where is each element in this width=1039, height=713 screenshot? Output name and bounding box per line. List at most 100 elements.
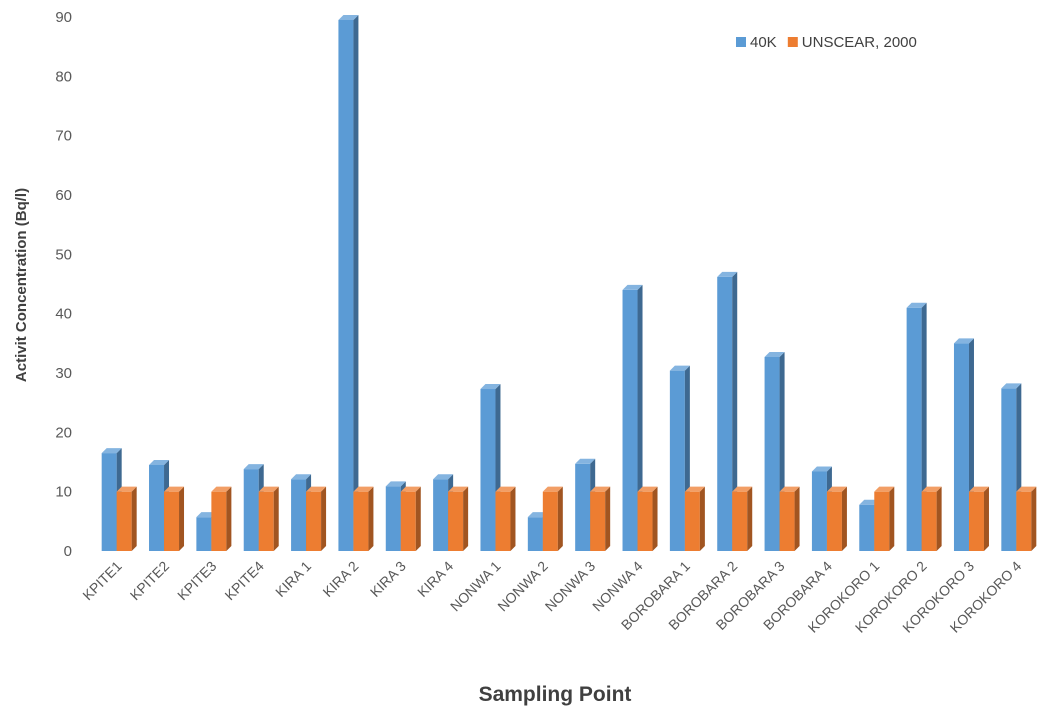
bar-unscear-top: [637, 486, 658, 492]
bar-40k-front: [622, 289, 638, 551]
bar-40k: [622, 284, 643, 551]
bar-unscear-side: [226, 486, 232, 551]
bar-40k-front: [101, 453, 117, 551]
bar-unscear-side: [699, 486, 705, 551]
bar-unscear-top: [211, 486, 232, 492]
bar-40k-front: [480, 389, 496, 551]
bar-unscear-front: [637, 491, 653, 551]
bar-unscear-front: [921, 491, 937, 551]
bar-40k-front: [291, 479, 307, 551]
bar-40k-top: [1001, 383, 1022, 389]
bar-unscear-front: [590, 491, 606, 551]
bar-unscear: [921, 486, 942, 551]
y-axis-ticks: 0 10 20 30 40 50 60 70 80 90: [55, 9, 72, 560]
bar-unscear: [732, 486, 753, 551]
bar-40k-front: [811, 471, 827, 551]
bar-40k-top: [149, 459, 170, 465]
bar-unscear-front: [968, 491, 984, 551]
bar-unscear-side: [131, 486, 137, 551]
bar-unscear-side: [747, 486, 753, 551]
bar-40k-front: [953, 343, 969, 551]
x-axis-title: Sampling Point: [479, 683, 632, 706]
bar-unscear-side: [557, 486, 563, 551]
bar-unscear-top: [921, 486, 942, 492]
bar-40k-front: [906, 307, 922, 551]
bars: [101, 14, 1037, 551]
bar-40k-top: [953, 338, 974, 344]
bar-unscear-top: [1016, 486, 1037, 492]
legend-label: UNSCEAR, 2000: [802, 34, 917, 51]
bar-unscear-side: [1031, 486, 1037, 551]
bar-unscear-side: [605, 486, 611, 551]
x-tick-label: KIRA 2: [319, 558, 361, 600]
x-tick-label: NONWA 1: [447, 558, 504, 615]
bar-unscear-side: [273, 486, 279, 551]
bar-unscear: [1016, 486, 1037, 551]
bar-40k-side: [732, 271, 738, 551]
bar-40k-top: [480, 384, 501, 390]
bar-40k-top: [243, 464, 264, 470]
bar-unscear: [874, 486, 895, 551]
bar-unscear-front: [211, 491, 227, 551]
y-tick-label: 0: [64, 543, 72, 560]
bar-40k-front: [243, 469, 259, 551]
bar-unscear-side: [510, 486, 516, 551]
bar-unscear: [116, 486, 137, 551]
bar-40k: [338, 14, 359, 551]
bar-unscear-top: [495, 486, 516, 492]
bar-unscear: [495, 486, 516, 551]
bar-40k-top: [433, 474, 454, 480]
x-tick-label: NONWA 3: [542, 558, 599, 615]
bar-unscear-front: [779, 491, 795, 551]
bar-unscear-front: [874, 491, 890, 551]
bar-unscear-front: [258, 491, 274, 551]
bar-unscear-side: [652, 486, 658, 551]
bar-unscear-side: [415, 486, 421, 551]
bar-40k-top: [811, 466, 832, 472]
x-axis-ticks: KPITE1 KPITE2 KPITE3 KPITE4 KIRA 1 KIRA 2 KIRA…: [79, 558, 1024, 636]
bar-unscear: [779, 486, 800, 551]
bar-40k-front: [575, 463, 591, 551]
bar-unscear-top: [542, 486, 563, 492]
bar-unscear-front: [306, 491, 322, 551]
bar-unscear-front: [732, 491, 748, 551]
bar-unscear: [353, 486, 374, 551]
bar-unscear-front: [1016, 491, 1032, 551]
bar-40k-front: [433, 479, 449, 551]
bar-unscear: [448, 486, 469, 551]
y-tick-label: 60: [55, 187, 72, 204]
bar-unscear: [400, 486, 421, 551]
bar-unscear-top: [590, 486, 611, 492]
y-tick-label: 70: [55, 128, 72, 145]
bar-unscear-front: [826, 491, 842, 551]
bar-unscear-side: [463, 486, 469, 551]
bar-unscear: [637, 486, 658, 551]
bar-unscear: [164, 486, 185, 551]
x-tick-label: KPITE3: [174, 558, 220, 604]
bar-unscear-front: [542, 491, 558, 551]
bar-40k-top: [291, 474, 312, 480]
bar-unscear-top: [400, 486, 421, 492]
x-tick-label: KPITE1: [79, 558, 125, 604]
legend: 40K UNSCEAR, 2000: [736, 34, 917, 51]
bar-40k: [717, 271, 738, 551]
bar-unscear-top: [779, 486, 800, 492]
bar-40k-front: [669, 370, 685, 551]
bar-unscear: [542, 486, 563, 551]
bar-unscear-top: [258, 486, 279, 492]
bar-40k-front: [527, 517, 543, 551]
bar-40k-side: [637, 284, 643, 551]
bar-unscear-front: [164, 491, 180, 551]
bar-unscear-front: [116, 491, 132, 551]
bar-unscear-front: [684, 491, 700, 551]
legend-swatch: [787, 37, 798, 47]
bar-40k-front: [859, 504, 875, 551]
bar-unscear: [258, 486, 279, 551]
bar-unscear: [211, 486, 232, 551]
bar-unscear-front: [353, 491, 369, 551]
bar-unscear-top: [874, 486, 895, 492]
bar-unscear-side: [936, 486, 942, 551]
bar-40k-front: [1001, 388, 1017, 551]
bar-unscear-front: [400, 491, 416, 551]
